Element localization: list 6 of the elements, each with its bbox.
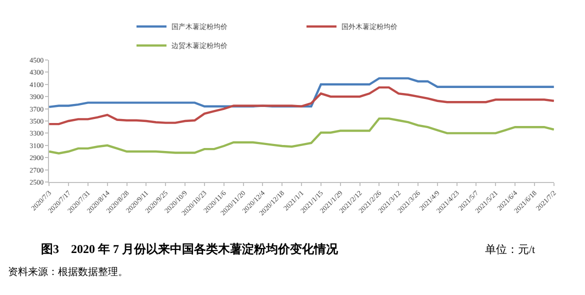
line-series (49, 77, 554, 108)
line-series (49, 117, 554, 154)
line-series (49, 86, 554, 126)
text: 单位：元/t (485, 243, 536, 256)
text: 资料来源：根据数据整理。 (8, 266, 128, 278)
text: 图3 2020 年 7 月份以来中国各类木薯淀粉均价变化情况 (41, 242, 339, 256)
